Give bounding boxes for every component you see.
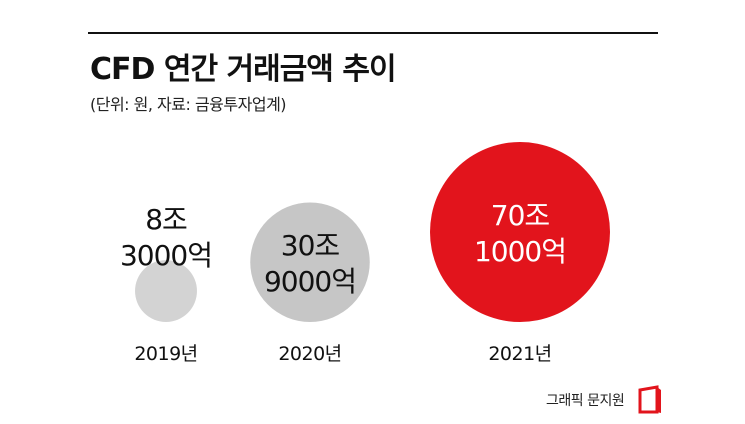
value-label-2021년: 1000억: [474, 235, 566, 268]
value-label-2019년: 8조: [145, 203, 187, 236]
publisher-logo-icon: [638, 385, 661, 414]
graphic-credit: 그래픽 문지원: [546, 393, 625, 409]
bubble-2021년: [430, 142, 610, 322]
bubble-2020년: [250, 202, 370, 322]
value-label-2020년: 9000억: [264, 265, 356, 298]
value-label-2020년: 30조: [281, 229, 340, 262]
chart-title: CFD 연간 거래금액 추이: [90, 52, 397, 87]
chart-subtitle: (단위: 원, 자료: 금융투자업계): [90, 95, 287, 114]
value-label-2021년: 70조: [491, 199, 550, 232]
bubble-2019년: [135, 260, 197, 323]
year-label-2019년: 2019년: [134, 343, 197, 365]
top-rule: [88, 32, 658, 34]
year-label-2020년: 2020년: [278, 343, 341, 365]
year-label-2021년: 2021년: [488, 343, 551, 365]
value-label-2019년: 3000억: [120, 239, 212, 272]
